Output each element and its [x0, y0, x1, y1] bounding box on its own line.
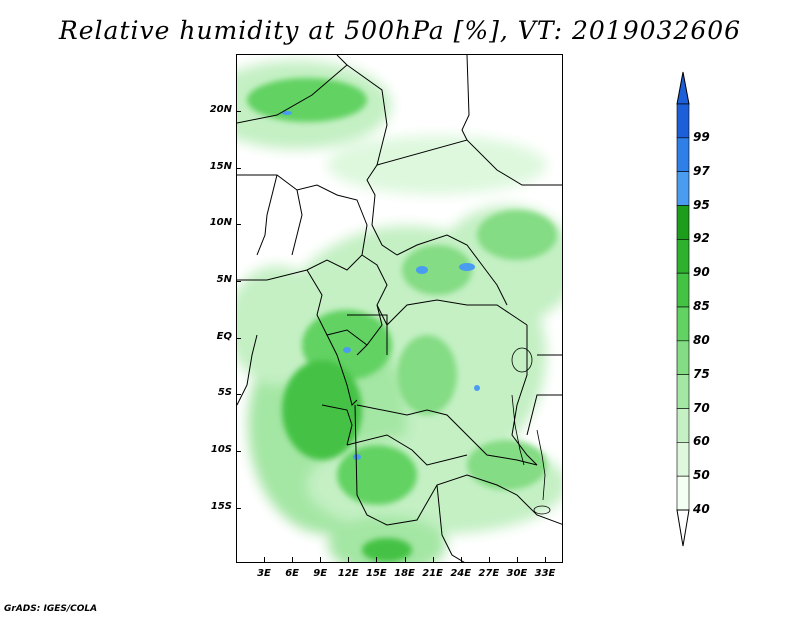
lon-tick — [516, 557, 518, 562]
humidity-field — [237, 55, 562, 562]
lon-tick — [376, 557, 378, 562]
lat-label: 15S — [210, 501, 232, 512]
colorbar-label: 95 — [693, 197, 710, 212]
lat-label: 20N — [209, 104, 232, 115]
colorbar-segment — [676, 374, 690, 409]
colorbar-label: 92 — [693, 231, 710, 246]
lon-tick — [292, 557, 294, 562]
humidity-shading-high — [282, 111, 480, 460]
colorbar-segment — [676, 171, 690, 206]
colorbar-segment — [676, 239, 690, 274]
lon-label: 27E — [478, 568, 500, 579]
colorbar-segment — [676, 408, 690, 443]
lat-tick — [236, 338, 241, 339]
colorbar-label: 70 — [693, 400, 710, 415]
colorbar-bottom-arrow — [676, 509, 690, 547]
colorbar-segment — [676, 442, 690, 477]
colorbar-segment — [676, 340, 690, 375]
lon-label: 21E — [422, 568, 443, 579]
colorbar-top-arrow — [676, 71, 690, 105]
lat-tick — [236, 111, 241, 112]
lat-label: EQ — [216, 331, 232, 342]
map-panel — [236, 54, 563, 563]
lon-tick — [264, 557, 265, 562]
colorbar-segment — [676, 475, 690, 511]
lon-label: 12E — [337, 568, 359, 579]
lon-tick — [348, 557, 350, 562]
lon-tick — [404, 557, 406, 562]
lon-label: 18E — [394, 568, 415, 579]
lat-tick — [236, 451, 241, 452]
lon-tick — [320, 557, 322, 562]
lon-tick — [545, 557, 546, 562]
colorbar-label: 85 — [693, 299, 710, 313]
colorbar-segment — [676, 272, 690, 308]
lat-tick — [236, 168, 241, 169]
lakes — [511, 347, 551, 515]
colorbar-segment — [676, 137, 690, 172]
lon-label: 30E — [506, 568, 528, 579]
colorbar-label: 60 — [693, 434, 710, 449]
lon-label: 15E — [366, 568, 387, 579]
lon-tick — [488, 557, 490, 562]
lat-tick — [236, 281, 241, 282]
map-title: Relative humidity at 500hPa [%], VT: 201… — [58, 16, 742, 45]
lon-tick — [432, 557, 434, 562]
colorbar-label: 90 — [693, 265, 710, 280]
lat-label: 5S — [217, 387, 232, 398]
lon-label: 9E — [313, 568, 328, 579]
lon-label: 33E — [534, 568, 556, 579]
colorbar — [676, 71, 690, 547]
lat-tick — [236, 394, 241, 395]
lon-label: 3E — [257, 568, 271, 579]
lon-label: 24E — [450, 568, 472, 579]
lat-label: 15N — [209, 161, 232, 172]
colorbar-label: 97 — [693, 163, 710, 178]
colorbar-label: 40 — [693, 502, 710, 516]
colorbar-label: 50 — [693, 468, 710, 483]
colorbar-segment — [676, 205, 690, 240]
lat-label: 10N — [209, 217, 232, 228]
lat-label: 10S — [210, 444, 232, 455]
lon-label: 6E — [285, 568, 299, 579]
colorbar-segment — [676, 103, 690, 139]
footer-credit: GrADS: IGES/COLA — [4, 604, 98, 614]
humidity-shading-mid — [247, 78, 557, 562]
colorbar-label: 99 — [693, 129, 710, 144]
lon-tick — [460, 557, 462, 562]
country-borders — [237, 55, 562, 562]
lat-tick — [236, 224, 241, 225]
colorbar-label: 80 — [693, 332, 710, 347]
colorbar-label: 75 — [693, 366, 710, 381]
lat-label: 5N — [216, 274, 232, 285]
colorbar-segment — [676, 306, 690, 342]
lat-tick — [236, 508, 241, 509]
